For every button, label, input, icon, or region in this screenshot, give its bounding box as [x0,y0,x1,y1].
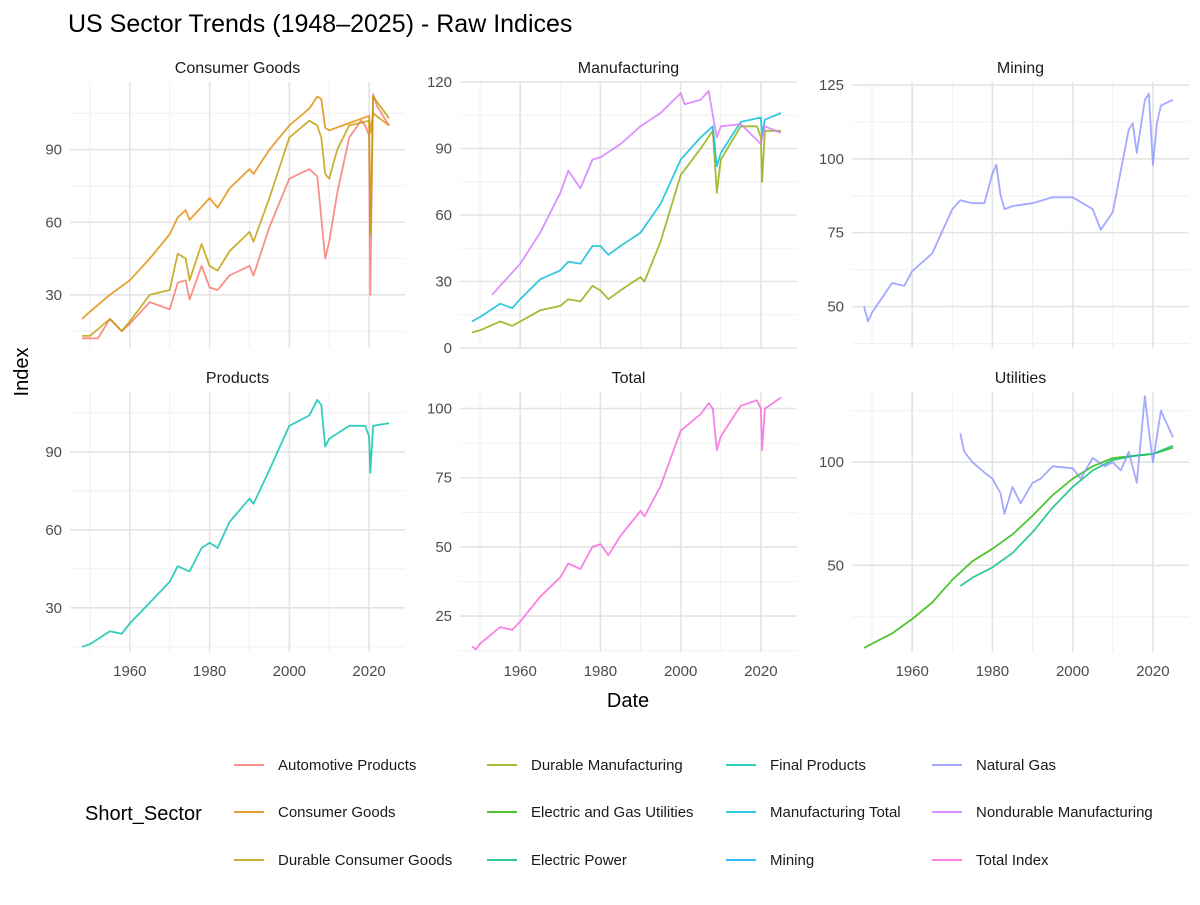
panel-mining: Mining 50 75 100 125 [819,60,1189,348]
x-tick-label: 2000 [664,663,697,680]
panel-title: Manufacturing [578,60,679,77]
panel-utilities: Utilities 50 100 1960 1980 2000 2020 [819,370,1189,680]
series-line-mining [863,92,1174,323]
panels-layer: Consumer Goods 30 60 90 Manufacturing 0 30 60 90… [45,60,1189,680]
panel-title: Consumer Goods [175,60,300,77]
legend-item-mining: Mining [726,852,814,869]
y-tick-label: 100 [819,151,844,168]
panel-title: Products [206,370,269,387]
y-tick-label: 60 [45,522,62,539]
series-line-final-products [81,398,390,648]
series-line-consumer-goods [81,95,390,320]
y-tick-label: 60 [435,207,452,224]
y-tick-label: 50 [435,539,452,556]
series-line-total-index [471,396,782,651]
legend-label: Manufacturing Total [770,804,901,821]
legend-label: Natural Gas [976,757,1056,774]
x-tick-label: 2020 [1136,663,1169,680]
x-tick-label: 1960 [895,663,928,680]
x-tick-label: 1960 [503,663,536,680]
x-tick-label: 1980 [584,663,617,680]
legend-item-durable-consumer-goods: Durable Consumer Goods [234,852,452,869]
y-tick-label: 0 [444,340,452,357]
y-axis-label: Index [11,348,33,397]
y-tick-label: 120 [427,74,452,91]
legend-item-nondurable-manufacturing: Nondurable Manufacturing [932,804,1153,821]
panel-title: Total [612,370,646,387]
legend-item-natural-gas: Natural Gas [932,757,1056,774]
y-tick-label: 30 [45,287,62,304]
y-tick-label: 30 [45,600,62,617]
legend-item-manufacturing-total: Manufacturing Total [726,804,901,821]
legend-item-total-index: Total Index [932,852,1049,869]
legend-label: Total Index [976,852,1049,869]
panel-manufacturing: Manufacturing 0 30 60 90 120 [427,60,797,357]
panel-total: Total 25 50 75 100 1960 1980 2000 2020 [427,370,797,680]
legend-item-durable-manufacturing: Durable Manufacturing [487,757,683,774]
legend-label: Automotive Products [278,757,416,774]
legend-item-electric-and-gas-utilities: Electric and Gas Utilities [487,804,694,821]
y-tick-label: 50 [827,299,844,316]
panel-title: Utilities [995,370,1047,387]
legend-title: Short_Sector [85,803,202,825]
panel-consumer-goods: Consumer Goods 30 60 90 [45,60,405,348]
y-tick-label: 90 [45,142,62,159]
y-tick-label: 75 [827,225,844,242]
legend-label: Consumer Goods [278,804,396,821]
x-tick-label: 1980 [976,663,1009,680]
y-tick-label: 50 [827,557,844,574]
x-tick-label: 2000 [273,663,306,680]
y-tick-label: 75 [435,470,452,487]
series-line-electric-and-gas-utilities [863,446,1174,649]
y-tick-label: 90 [45,444,62,461]
legend-item-automotive-products: Automotive Products [234,757,416,774]
x-tick-label: 2020 [352,663,385,680]
y-tick-label: 125 [819,77,844,94]
legend-label: Electric Power [531,852,627,869]
y-tick-label: 30 [435,274,452,291]
legend-label: Mining [770,852,814,869]
y-tick-label: 25 [435,608,452,625]
legend-label: Nondurable Manufacturing [976,804,1153,821]
series-line-nondurable-manufacturing [491,90,782,296]
legend-label: Final Products [770,757,866,774]
y-tick-label: 100 [819,454,844,471]
y-tick-label: 60 [45,214,62,231]
legend-label: Electric and Gas Utilities [531,804,694,821]
x-axis-label: Date [607,690,649,712]
y-tick-label: 90 [435,141,452,158]
series-line-electric-power [959,444,1174,587]
legend-item-consumer-goods: Consumer Goods [234,804,396,821]
series-line-durable-manufacturing [471,125,781,334]
legend-label: Durable Consumer Goods [278,852,452,869]
chart-title: US Sector Trends (1948–2025) - Raw Indic… [68,10,572,38]
x-tick-label: 1960 [113,663,146,680]
panel-products: Products 30 60 90 1960 1980 2000 2020 [45,370,405,680]
series-line-manufacturing-total [471,112,782,323]
y-tick-label: 100 [427,401,452,418]
legend: Automotive Products Consumer Goods Durable… [234,757,1153,869]
x-tick-label: 2000 [1056,663,1089,680]
series-line-durable-consumer-goods [82,95,390,337]
series-line-automotive-products [82,93,390,340]
legend-item-electric-power: Electric Power [487,852,627,869]
legend-label: Durable Manufacturing [531,757,683,774]
panel-title: Mining [997,60,1044,77]
x-tick-label: 2020 [744,663,777,680]
x-tick-label: 1980 [193,663,226,680]
series-line-natural-gas [959,395,1174,515]
legend-item-final-products: Final Products [726,757,866,774]
